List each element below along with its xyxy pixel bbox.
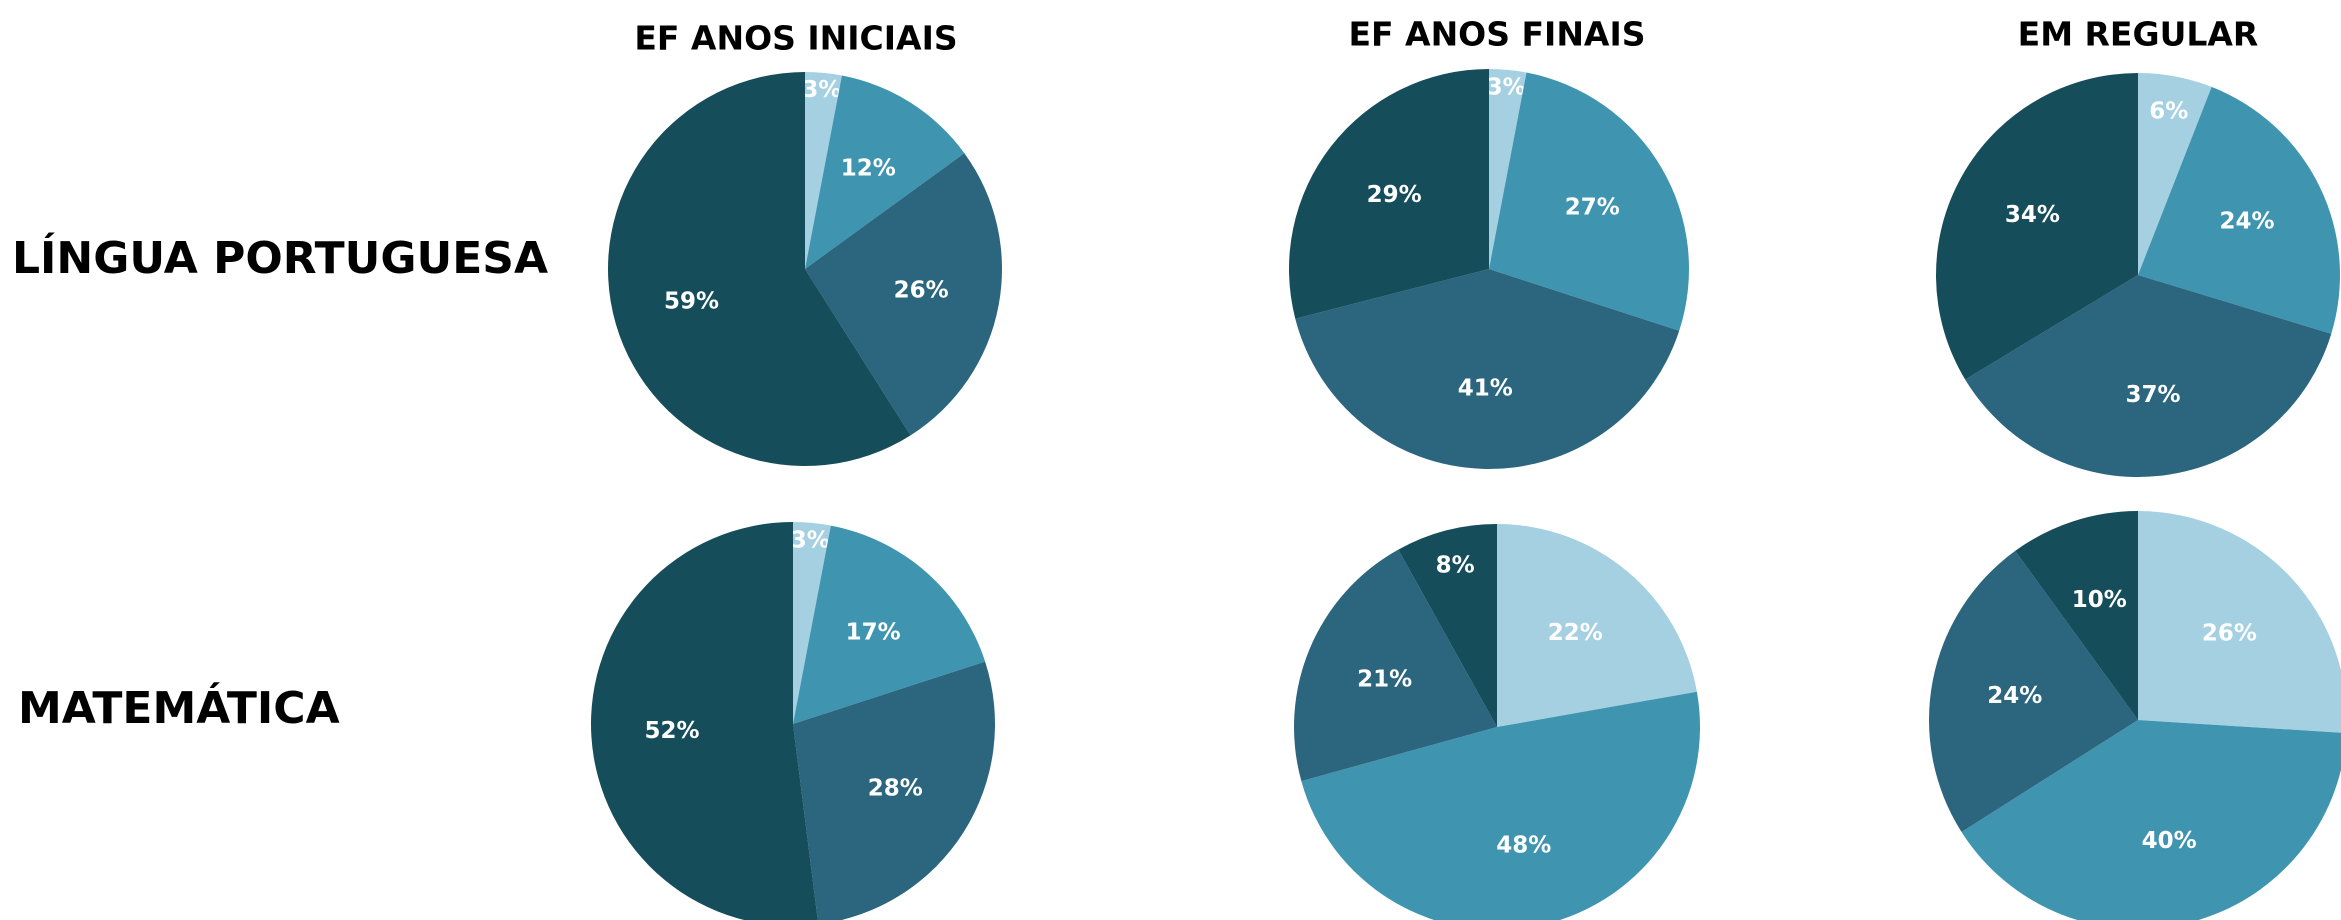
slice-label: 48% — [1496, 832, 1551, 858]
slice-label: 41% — [1458, 375, 1513, 401]
pie-slice — [2138, 73, 2212, 275]
pie-slice — [1398, 524, 1497, 727]
pie-slice — [1497, 524, 1697, 727]
pie-slice — [805, 72, 842, 269]
pie-slice — [1965, 275, 2332, 478]
slice-label: 29% — [1367, 182, 1422, 208]
slice-label: 40% — [2142, 828, 2197, 854]
pie: 22% 48% 21% 8% — [1293, 524, 1701, 920]
slice-label: 21% — [1357, 666, 1412, 692]
slice-label: 3% — [802, 77, 841, 103]
pie-slice — [805, 75, 965, 269]
slice-label: 3% — [791, 527, 830, 553]
slice-label: 59% — [664, 288, 719, 314]
slice-label: 24% — [1987, 683, 2042, 709]
slice-label: 27% — [1565, 194, 1620, 220]
pie-slice — [805, 153, 1002, 436]
pie-slice — [1935, 73, 2138, 380]
slice-label: 10% — [2072, 587, 2127, 613]
pie-slice — [793, 522, 831, 724]
slice-label: 8% — [1436, 552, 1475, 578]
pie-slice — [2015, 511, 2138, 720]
slice-label: 17% — [846, 620, 901, 646]
slice-label: 34% — [2005, 202, 2060, 228]
pie-slice — [2138, 86, 2341, 334]
pie: 3% 12% 26% 59% — [607, 72, 1002, 466]
pie: 3% 27% 41% 29% — [1288, 69, 1689, 469]
pie-slice — [1288, 69, 1489, 319]
pie-slice — [1489, 72, 1689, 331]
pie-slice — [793, 661, 995, 920]
pie-slice — [1961, 720, 2341, 920]
column-title: EF ANOS FINAIS — [1348, 15, 1645, 54]
pie-slice — [1489, 69, 1527, 269]
slice-label: 28% — [868, 775, 923, 801]
pie: 3% 17% 28% 52% — [591, 522, 995, 920]
pie-slice — [1293, 549, 1497, 782]
pie-slice — [2138, 511, 2341, 733]
column-title: EF ANOS INICIAIS — [634, 19, 957, 58]
slice-label: 22% — [1548, 620, 1603, 646]
slice-label: 37% — [2126, 382, 2181, 408]
pie-slice — [591, 522, 818, 920]
slice-label: 26% — [2202, 621, 2257, 647]
row-label: MATEMÁTICA — [18, 681, 340, 734]
pie: 26% 40% 24% 10% — [1928, 511, 2341, 920]
slice-label: 12% — [841, 156, 896, 182]
row-label: LÍNGUA PORTUGUESA — [12, 231, 548, 284]
pie-slice — [1301, 691, 1701, 920]
pie-slice — [1295, 269, 1680, 469]
slice-label: 26% — [894, 278, 949, 304]
column-title: EM REGULAR — [2018, 15, 2259, 54]
slice-label: 52% — [645, 718, 700, 744]
pie-slice — [793, 525, 986, 724]
slice-label: 24% — [2220, 209, 2275, 235]
slice-label: 6% — [2149, 99, 2188, 125]
pie-slice — [607, 72, 911, 466]
pie-slice — [1928, 550, 2138, 832]
slice-label: 3% — [1487, 74, 1526, 100]
pie: 6% 24% 37% 34% — [1935, 73, 2341, 478]
